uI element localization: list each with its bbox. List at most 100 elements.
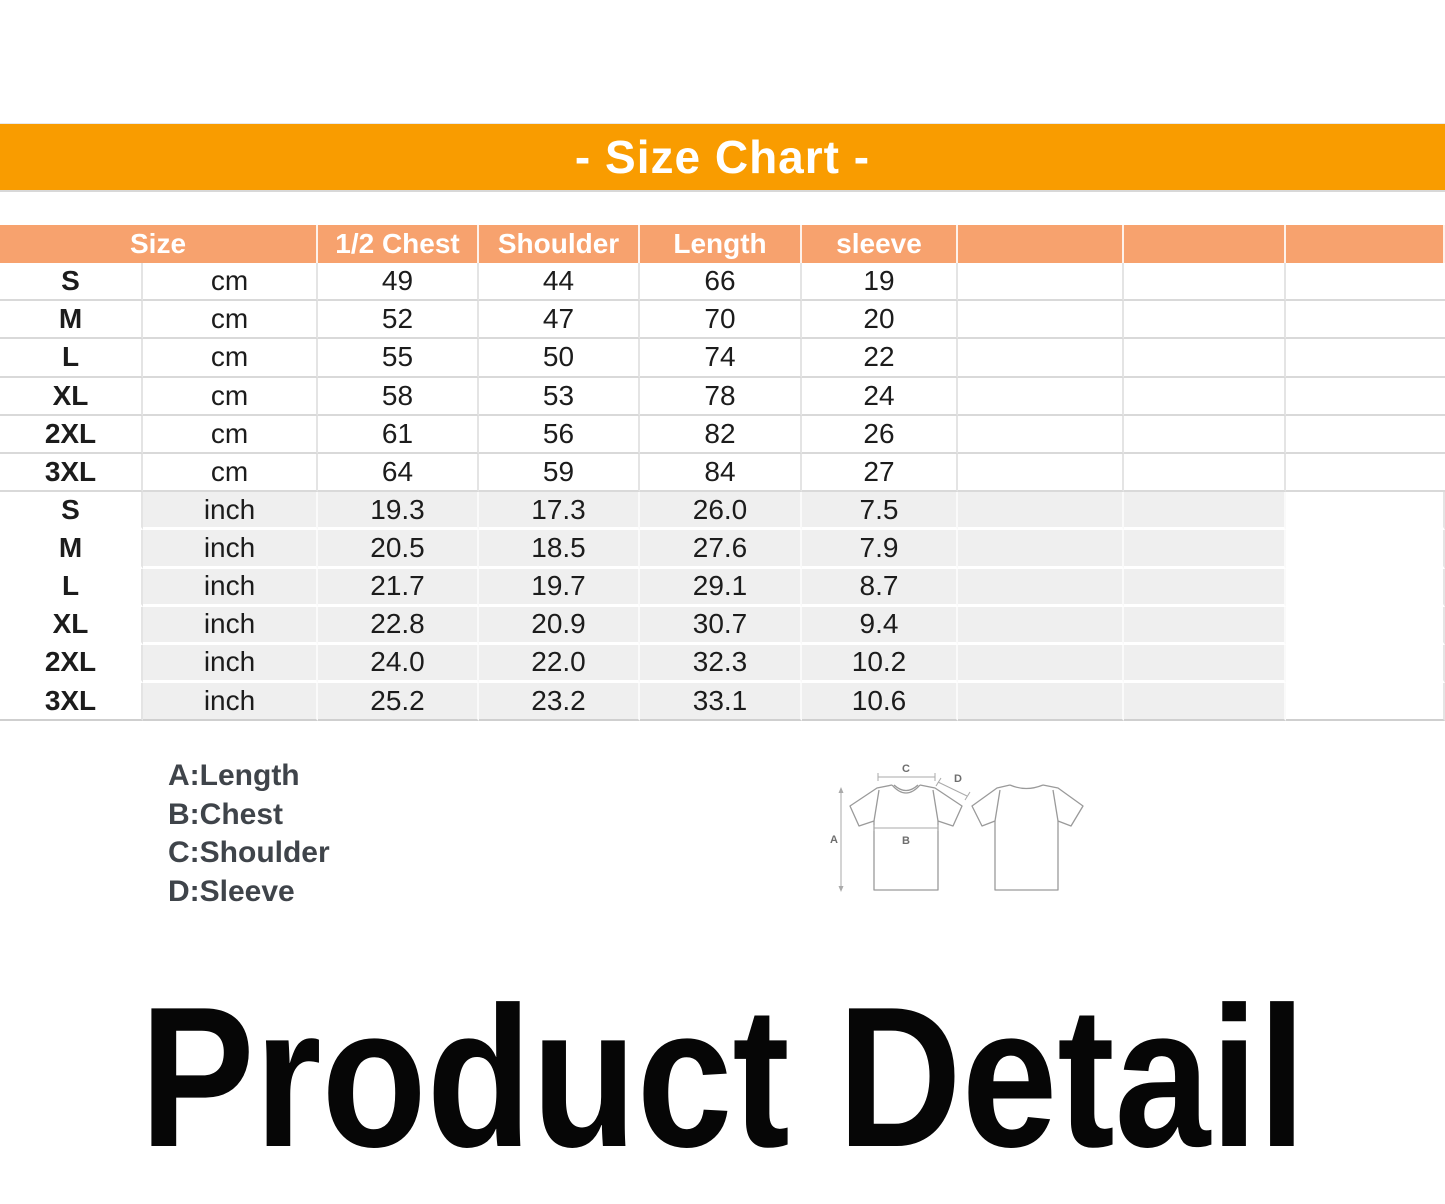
shoulder-cell: 56 [479, 415, 640, 454]
tshirt-back-outline [971, 784, 1084, 891]
header-shoulder: Shoulder [479, 225, 640, 263]
unit-cell: cm [143, 339, 318, 378]
chest-cell: 52 [318, 301, 479, 340]
measurement-legend: A:Length B:Chest C:Shoulder D:Sleeve [168, 757, 330, 911]
empty-cell [1124, 415, 1286, 454]
empty-cell [958, 492, 1124, 531]
chest-cell: 49 [318, 263, 479, 302]
table-row: S inch 19.3 17.3 26.0 7.5 [0, 492, 1445, 531]
diagram-label-d: D [954, 773, 962, 785]
empty-cell [958, 453, 1124, 493]
table-header-row: Size 1/2 Chest Shoulder Length sleeve [0, 225, 1445, 263]
sleeve-cell: 7.5 [802, 492, 958, 531]
unit-cell: inch [143, 606, 318, 645]
shoulder-cell: 59 [479, 453, 640, 493]
sleeve-cell: 24 [802, 377, 958, 416]
sleeve-cell: 22 [802, 339, 958, 378]
size-cell: M [0, 301, 143, 340]
legend-item: C:Shoulder [168, 836, 330, 869]
diagram-label-b: B [902, 835, 910, 847]
sleeve-cell: 8.7 [802, 568, 958, 607]
chest-cell: 24.0 [318, 644, 479, 684]
empty-cell [1286, 606, 1445, 645]
empty-cell [1124, 492, 1286, 531]
shoulder-cell: 23.2 [479, 683, 640, 722]
legend-item: D:Sleeve [168, 874, 295, 908]
empty-cell [1124, 339, 1286, 378]
shoulder-cell: 18.5 [479, 530, 640, 569]
chest-cell: 58 [318, 377, 479, 416]
size-chart-banner: - Size Chart - [0, 123, 1445, 192]
chest-cell: 64 [318, 453, 479, 493]
size-cell: XL [0, 606, 143, 645]
shoulder-cell: 53 [479, 377, 640, 416]
empty-cell [1286, 415, 1445, 454]
table-row: XL cm 58 53 78 24 [0, 377, 1445, 416]
diagram-label-a: A [830, 834, 838, 846]
sleeve-cell: 26 [802, 415, 958, 454]
length-cell: 32.3 [640, 644, 802, 684]
table-row: L inch 21.7 19.7 29.1 8.7 [0, 568, 1445, 607]
shoulder-cell: 44 [479, 263, 640, 302]
length-cell: 29.1 [640, 568, 802, 607]
empty-cell [958, 301, 1124, 340]
sleeve-cell: 20 [802, 301, 958, 340]
header-empty-cell [1124, 225, 1286, 263]
size-chart-title: - Size Chart - [574, 131, 871, 183]
length-cell: 26.0 [640, 492, 802, 531]
empty-cell [1124, 606, 1286, 645]
empty-cell [1124, 301, 1286, 340]
size-cell: S [0, 263, 143, 302]
sleeve-cell: 27 [802, 453, 958, 493]
table-row: S cm 49 44 66 19 [0, 263, 1445, 302]
length-cell: 27.6 [640, 530, 802, 569]
unit-cell: cm [143, 415, 318, 454]
unit-cell: inch [143, 683, 318, 722]
header-length: Length [640, 225, 802, 263]
table-row: 2XL cm 61 56 82 26 [0, 415, 1445, 454]
empty-cell [1124, 453, 1286, 493]
size-cell: L [0, 568, 143, 607]
unit-cell: cm [143, 301, 318, 340]
product-detail-title: Product Detail [139, 966, 1306, 1189]
unit-cell: inch [143, 530, 318, 569]
sleeve-cell: 10.2 [802, 644, 958, 684]
header-empty-cell [958, 225, 1124, 263]
chest-cell: 20.5 [318, 530, 479, 569]
shoulder-cell: 20.9 [479, 606, 640, 645]
shoulder-cell: 50 [479, 339, 640, 378]
header-size: Size [0, 225, 318, 263]
size-cell: 2XL [0, 415, 143, 454]
empty-cell [958, 263, 1124, 302]
shoulder-cell: 19.7 [479, 568, 640, 607]
legend-item: A:Length [168, 759, 300, 792]
unit-cell: inch [143, 644, 318, 684]
empty-cell [1286, 263, 1445, 302]
empty-cell [958, 644, 1124, 684]
empty-cell [1286, 492, 1445, 531]
tshirt-measurement-diagram: A B C D [830, 763, 1084, 892]
length-cell: 70 [640, 301, 802, 340]
chest-cell: 61 [318, 415, 479, 454]
header-chest: 1/2 Chest [318, 225, 479, 263]
chest-cell: 19.3 [318, 492, 479, 531]
chest-cell: 55 [318, 339, 479, 378]
table-row: L cm 55 50 74 22 [0, 339, 1445, 378]
table-row: 3XL cm 64 59 84 27 [0, 453, 1445, 493]
sleeve-cell: 10.6 [802, 683, 958, 722]
unit-cell: cm [143, 453, 318, 493]
table-row: 2XL inch 24.0 22.0 32.3 10.2 [0, 644, 1445, 684]
length-cell: 66 [640, 263, 802, 302]
empty-cell [1124, 568, 1286, 607]
size-cell: M [0, 530, 143, 569]
length-cell: 78 [640, 377, 802, 416]
chest-cell: 22.8 [318, 606, 479, 645]
empty-cell [958, 568, 1124, 607]
empty-cell [1286, 530, 1445, 569]
length-cell: 84 [640, 453, 802, 493]
table-row: M cm 52 47 70 20 [0, 301, 1445, 340]
size-cell: S [0, 492, 143, 531]
shoulder-cell: 47 [479, 301, 640, 340]
product-detail-section: Product Detail [0, 978, 1445, 1188]
sleeve-cell: 19 [802, 263, 958, 302]
